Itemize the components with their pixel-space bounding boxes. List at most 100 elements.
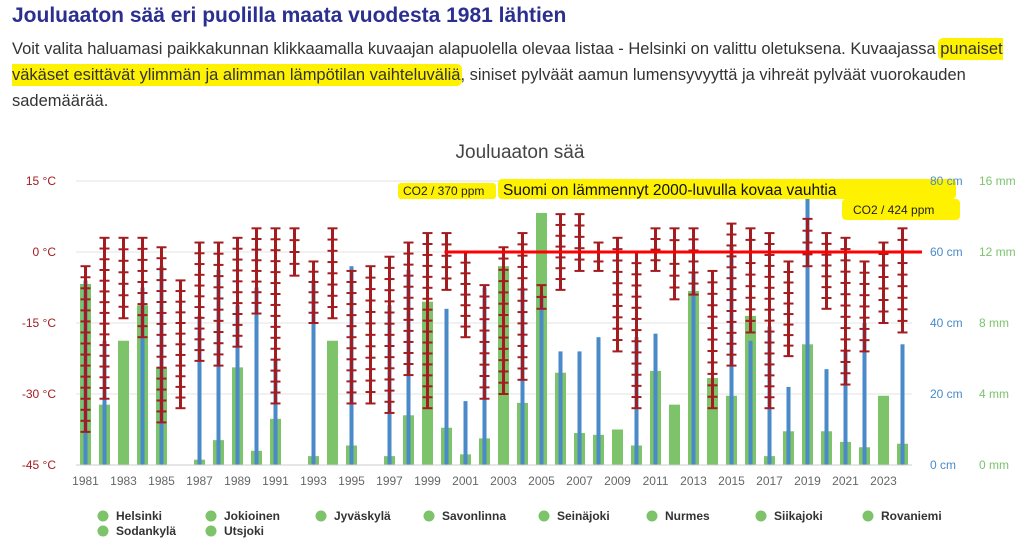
legend-dot xyxy=(423,510,435,522)
temp-range-2007 xyxy=(574,213,585,272)
year-axis: 1981 1983 1985 1987 1989 1991 1993 1995 1997 1999… xyxy=(72,464,912,488)
legend-item-rovaniemi: Rovaniemi xyxy=(862,509,942,523)
legend-label: Seinäjoki xyxy=(557,509,610,523)
temp-range-1993 xyxy=(308,260,319,324)
legend-label: Nurmes xyxy=(665,509,710,523)
snow-bar-2005 xyxy=(539,294,544,465)
year-tick-label: 2001 xyxy=(452,474,479,488)
intro-text-end: , siniset pylväät aamun lumensyvyyttä ja… xyxy=(12,66,966,110)
year-tick-label: 1987 xyxy=(186,474,213,488)
legend-label: Utsjoki xyxy=(224,524,264,538)
snow-bar-2006 xyxy=(558,351,563,465)
temp-tick-label: -15 °C xyxy=(22,316,56,330)
snow-bar-2001 xyxy=(463,401,468,465)
legend-dot xyxy=(97,510,109,522)
temp-range-1990 xyxy=(251,227,262,315)
temperature-axis: 15 °C 0 °C -15 °C -30 °C -45 °C xyxy=(22,174,56,472)
legend-label: Jyväskylä xyxy=(334,509,391,523)
legend-label: Siikajoki xyxy=(774,509,823,523)
year-tick-label: 1983 xyxy=(110,474,137,488)
year-tick-label: 2015 xyxy=(718,474,745,488)
year-tick-label: 2003 xyxy=(490,474,517,488)
snow-bar-2000 xyxy=(444,308,449,465)
year-tick-label: 1989 xyxy=(224,474,251,488)
snow-tick-label: 20 cm xyxy=(930,387,963,401)
rain-bar-2012 xyxy=(669,404,680,465)
temp-range-2019 xyxy=(802,217,813,268)
legend-dot xyxy=(862,510,874,522)
year-tick-label: 2023 xyxy=(870,474,897,488)
snow-tick-label: 80 cm xyxy=(930,174,963,188)
legend-item-siikajoki: Siikajoki xyxy=(755,509,823,523)
temp-range-1997 xyxy=(384,255,395,414)
temp-range-2020 xyxy=(821,232,832,310)
intro-text: Voit valita haluamasi paikkakunnan klikk… xyxy=(12,36,1012,114)
snow-bar-2016 xyxy=(748,340,753,465)
rain-tick-label: 8 mm xyxy=(979,316,1009,330)
snow-bar-1993 xyxy=(311,280,316,465)
temp-range-1986 xyxy=(175,279,186,410)
legend-dot xyxy=(205,525,217,537)
legend-label: Savonlinna xyxy=(442,509,506,523)
rain-axis: 16 mm 12 mm 8 mm 4 mm 0 mm xyxy=(979,174,1016,472)
rain-bar-2023 xyxy=(878,395,889,465)
co2-start-highlight xyxy=(398,183,496,199)
rain-tick-label: 4 mm xyxy=(979,387,1009,401)
temp-range-2009 xyxy=(612,236,623,353)
co2-start-label: CO2 / 370 ppm xyxy=(403,184,484,198)
year-tick-label: 2011 xyxy=(643,474,669,488)
snow-bar-2018 xyxy=(786,386,791,465)
temp-range-2021 xyxy=(840,236,851,386)
year-tick-label: 2017 xyxy=(756,474,783,488)
legend-dot xyxy=(97,525,109,537)
legend-dot xyxy=(315,510,327,522)
snow-bar-2021 xyxy=(843,351,848,465)
year-tick-label: 1985 xyxy=(148,474,175,488)
co2-end-label: CO2 / 424 ppm xyxy=(853,203,934,217)
temp-range-2001 xyxy=(460,251,471,339)
snow-bar-1984 xyxy=(140,287,145,465)
temp-range-1982 xyxy=(99,236,110,400)
temp-range-1996 xyxy=(365,265,376,405)
legend-label: Helsinki xyxy=(116,509,162,523)
temp-range-1994 xyxy=(327,227,338,320)
temp-range-2000 xyxy=(441,232,452,291)
headline-annotation: Suomi on lämmennyt 2000-luvulla kovaa va… xyxy=(503,182,837,199)
legend-dot xyxy=(538,510,550,522)
snow-bar-2007 xyxy=(577,351,582,465)
year-tick-label: 2007 xyxy=(566,474,593,488)
year-tick-label: 2013 xyxy=(680,474,707,488)
year-tick-label: 1993 xyxy=(300,474,327,488)
year-tick-label: 2021 xyxy=(832,474,859,488)
legend-label: Rovaniemi xyxy=(881,509,942,523)
temp-range-2022 xyxy=(859,260,870,353)
snow-bar-1988 xyxy=(216,269,221,465)
temp-tick-label: 15 °C xyxy=(26,174,56,188)
rain-tick-label: 0 mm xyxy=(979,458,1009,472)
year-tick-label: 2009 xyxy=(604,474,631,488)
snow-bar-2019 xyxy=(805,181,810,465)
rain-bar-2009 xyxy=(612,429,623,465)
temp-range-1992 xyxy=(289,227,300,277)
legend-item-sodankylä: Sodankylä xyxy=(97,524,176,538)
legend-item-jokioinen: Jokioinen xyxy=(205,509,280,523)
legend-item-helsinki: Helsinki xyxy=(97,509,162,523)
temp-tick-label: 0 °C xyxy=(33,245,57,259)
temp-range-2014 xyxy=(707,269,718,410)
legend-item-savonlinna: Savonlinna xyxy=(423,509,506,523)
legend-item-jyväskylä: Jyväskylä xyxy=(315,509,391,523)
co2-end-highlight xyxy=(842,199,960,220)
temp-range-1984 xyxy=(137,236,148,339)
rain-bar-1994 xyxy=(327,340,338,465)
snow-bar-2013 xyxy=(691,273,696,465)
temp-range-2004 xyxy=(517,232,528,381)
legend-item-nurmes: Nurmes xyxy=(646,509,710,523)
intro-text-start: Voit valita haluamasi paikkakunnan klikk… xyxy=(12,40,941,58)
rain-bar-2014 xyxy=(707,378,718,465)
rain-tick-label: 12 mm xyxy=(979,245,1016,259)
temp-range-1983 xyxy=(118,236,129,320)
legend-dot xyxy=(755,510,767,522)
snow-bar-1989 xyxy=(235,305,240,465)
temp-range-2011 xyxy=(650,227,661,272)
temperature-series xyxy=(80,213,908,433)
